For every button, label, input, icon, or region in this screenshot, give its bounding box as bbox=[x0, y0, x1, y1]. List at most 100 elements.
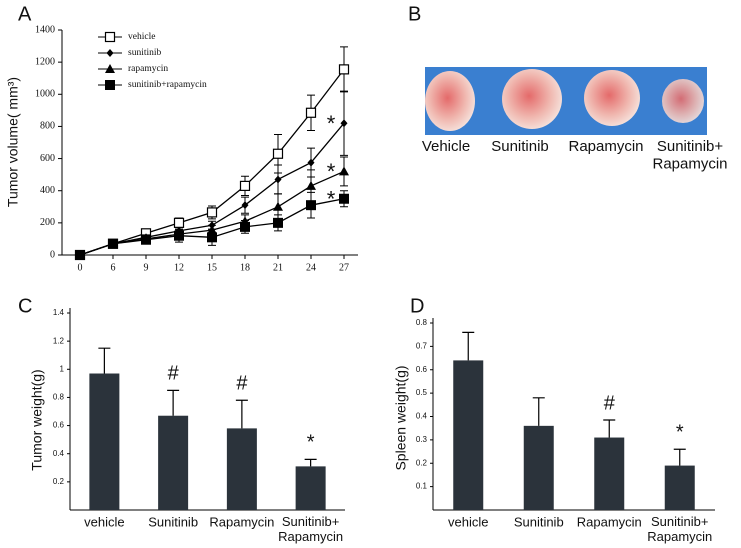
y-tick-label: 1 bbox=[60, 364, 65, 373]
bar bbox=[226, 428, 257, 510]
marker bbox=[340, 119, 348, 128]
x-tick-label: 18 bbox=[240, 262, 250, 273]
bar bbox=[453, 360, 484, 510]
marker bbox=[339, 193, 349, 204]
y-tick-label: 600 bbox=[40, 153, 55, 164]
marker bbox=[306, 180, 316, 190]
significance-mark: # bbox=[236, 373, 248, 395]
significance-mark: * bbox=[327, 187, 336, 212]
marker bbox=[174, 230, 184, 241]
x-tick-label: Rapamycin bbox=[577, 514, 642, 529]
y-tick-label: 0.2 bbox=[416, 458, 428, 467]
marker bbox=[306, 200, 316, 211]
x-tick-label: vehicle bbox=[448, 514, 488, 529]
tumor-image bbox=[425, 71, 475, 131]
y-tick-label: 200 bbox=[40, 217, 55, 228]
y-tick-label: 1200 bbox=[35, 56, 55, 67]
y-axis-title: Tumor volume( mm³) bbox=[5, 77, 21, 207]
marker bbox=[239, 180, 251, 191]
y-tick-label: 0.4 bbox=[53, 449, 65, 458]
legend-label: vehicle bbox=[128, 32, 155, 42]
bar bbox=[295, 466, 326, 510]
significance-mark: # bbox=[168, 363, 180, 385]
panel-label: D bbox=[410, 295, 424, 317]
text-line: Sunitinib+ bbox=[282, 514, 339, 529]
x-tick-label: 15 bbox=[207, 262, 217, 273]
bar bbox=[664, 465, 695, 510]
marker bbox=[274, 175, 282, 184]
marker bbox=[273, 201, 283, 211]
y-tick-label: 0.4 bbox=[416, 412, 428, 421]
text-line: Rapamycin bbox=[278, 529, 343, 544]
panel-label: A bbox=[18, 3, 32, 25]
y-tick-label: 0.5 bbox=[416, 388, 428, 397]
marker bbox=[240, 221, 250, 232]
x-tick-label: 0 bbox=[78, 262, 83, 273]
marker bbox=[307, 158, 315, 167]
y-tick-label: 1.4 bbox=[53, 308, 65, 317]
error-bar bbox=[304, 458, 317, 467]
text-line: Rapamycin bbox=[652, 155, 727, 172]
tumor-image bbox=[662, 79, 704, 123]
x-tick-label: Sunitinib+ Rapamycin bbox=[647, 514, 712, 544]
error-bar bbox=[98, 347, 111, 374]
x-tick-label: 9 bbox=[144, 262, 149, 273]
y-tick-label: 0.1 bbox=[416, 482, 428, 491]
panel-label: B bbox=[408, 3, 421, 25]
x-tick-label: 21 bbox=[273, 262, 283, 273]
legend-label: sunitinib+rapamycin bbox=[128, 80, 207, 90]
significance-mark: # bbox=[604, 392, 616, 414]
marker bbox=[141, 234, 151, 245]
significance-mark: * bbox=[676, 422, 684, 444]
significance-mark: * bbox=[327, 111, 336, 136]
error-bar bbox=[235, 399, 248, 429]
marker bbox=[105, 64, 115, 73]
y-tick-label: 0.6 bbox=[416, 365, 428, 374]
y-tick-label: 1.2 bbox=[53, 336, 65, 345]
marker bbox=[273, 217, 283, 228]
x-tick-label: 12 bbox=[174, 262, 184, 273]
marker bbox=[339, 166, 349, 176]
marker bbox=[105, 80, 115, 90]
marker bbox=[108, 238, 118, 249]
marker bbox=[106, 49, 114, 57]
y-axis-title: Spleen weight(g) bbox=[393, 365, 409, 470]
error-bar bbox=[462, 331, 475, 361]
y-tick-label: 0.7 bbox=[416, 341, 428, 350]
marker bbox=[75, 250, 85, 260]
bar bbox=[89, 373, 120, 510]
error-bar bbox=[673, 448, 686, 466]
text-line: Sunitinib+ bbox=[657, 138, 724, 155]
photo-label: Sunitinib bbox=[491, 138, 549, 155]
y-tick-label: 0.6 bbox=[53, 421, 65, 430]
error-bar bbox=[167, 389, 180, 416]
panel-label: C bbox=[18, 295, 32, 317]
y-tick-label: 0.8 bbox=[53, 393, 65, 402]
significance-mark: * bbox=[307, 432, 315, 454]
x-tick-label: Sunitinib+ Rapamycin bbox=[278, 514, 343, 544]
marker bbox=[206, 207, 218, 218]
text-line: Rapamycin bbox=[647, 529, 712, 544]
x-tick-label: vehicle bbox=[84, 514, 124, 529]
y-tick-label: 800 bbox=[40, 121, 55, 132]
bar bbox=[523, 425, 554, 510]
marker bbox=[272, 148, 284, 159]
text-line: Sunitinib+ bbox=[651, 514, 708, 529]
bar bbox=[594, 437, 625, 510]
tumor-image bbox=[584, 70, 640, 126]
marker bbox=[338, 64, 350, 75]
legend-label: sunitinib bbox=[128, 48, 162, 58]
marker bbox=[241, 201, 249, 210]
bar bbox=[158, 415, 189, 510]
tumor-image bbox=[502, 69, 562, 129]
marker bbox=[104, 31, 116, 43]
y-tick-label: 0.8 bbox=[416, 318, 428, 327]
legend-label: rapamycin bbox=[128, 64, 168, 74]
marker bbox=[305, 107, 317, 118]
significance-mark: * bbox=[327, 159, 336, 184]
x-tick-label: Rapamycin bbox=[209, 514, 274, 529]
photo-label: Sunitinib+ Rapamycin bbox=[652, 138, 727, 172]
y-tick-label: 1000 bbox=[35, 89, 55, 100]
y-tick-label: 0.3 bbox=[416, 435, 428, 444]
